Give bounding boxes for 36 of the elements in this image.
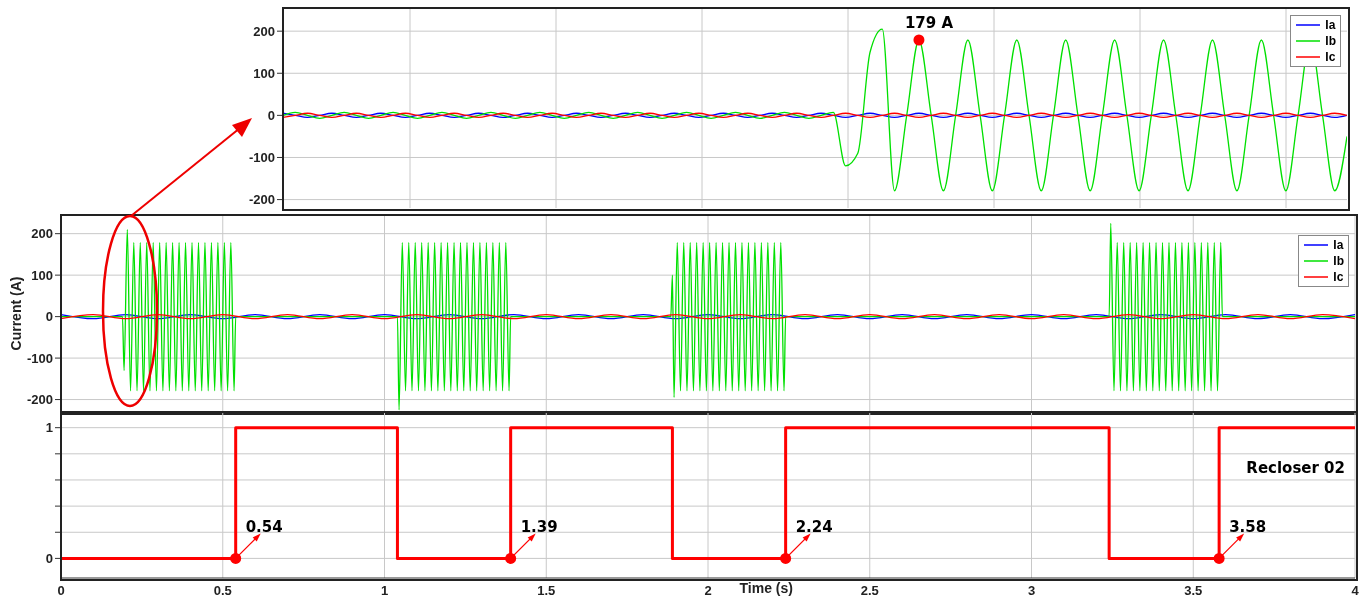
series-label: Recloser 02 [1246,458,1345,477]
y-tick-label: 0 [45,309,53,325]
y-tick-label: 100 [253,65,275,81]
line-series [283,28,1347,192]
y-tick-label: 0 [45,551,53,567]
legend-label: Ia [1333,238,1344,252]
annotation: 0.54 [245,518,283,537]
y-tick-label: 0 [267,107,275,123]
y-tick-label: -200 [26,392,53,408]
legend-label: Ic [1325,50,1336,64]
y-tick-label: 200 [253,23,275,39]
legend-label: Ib [1333,254,1344,268]
x-tick-label: 2 [704,583,712,597]
y-tick-label: 100 [31,267,53,283]
x-tick-label: 4 [1351,583,1360,597]
x-tick-label: 0.5 [213,583,232,597]
y-tick-label: -100 [26,350,53,366]
y-tick-label: -200 [248,192,275,208]
x-tick-label: 1.5 [537,583,556,597]
y-axis-title: Current (A) [8,276,24,351]
x-axis-title: Time (s) [739,580,793,596]
y-tick-label: 200 [31,226,53,242]
legend-label: Ib [1325,34,1336,48]
x-tick-label: 3.5 [1184,583,1203,597]
x-tick-label: 2.5 [860,583,879,597]
y-tick-label: -100 [248,150,275,166]
legend-label: Ic [1333,270,1344,284]
x-tick-label: 1 [380,583,389,597]
x-tick-label: 0 [57,583,65,597]
annotation: 1.39 [520,518,558,537]
annotation: 3.58 [1229,518,1267,537]
y-tick-label: 1 [45,420,53,436]
annotation: 179 A [904,14,954,32]
annotation: 2.24 [795,518,833,537]
legend-label: Ia [1325,18,1336,32]
x-tick-label: 3 [1027,583,1036,597]
